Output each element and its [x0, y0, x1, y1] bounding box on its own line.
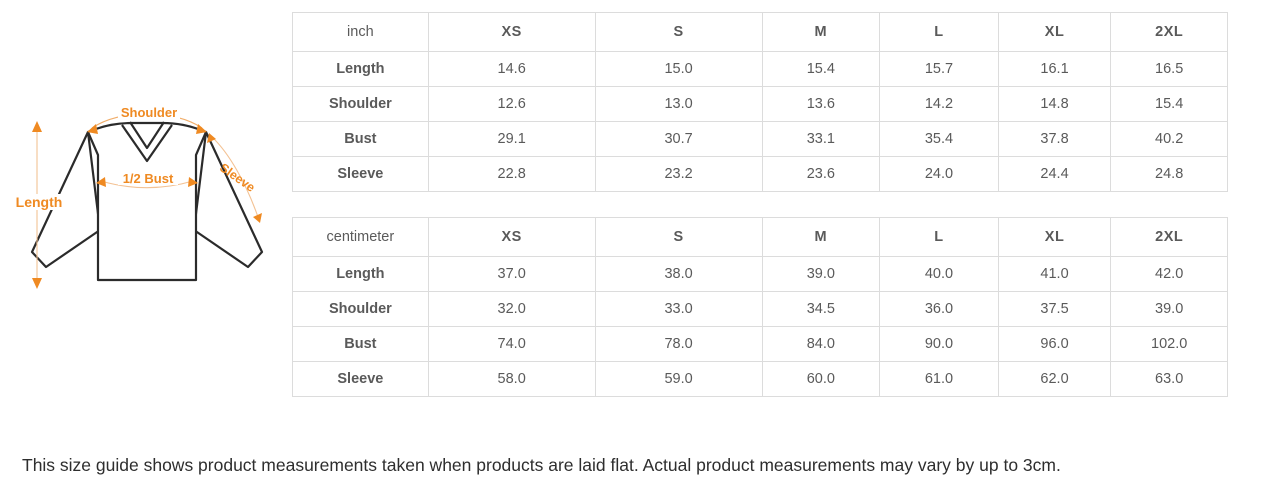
table-header-row: centimeter XS S M L XL 2XL [292, 217, 1228, 257]
table-header-row: inch XS S M L XL 2XL [292, 12, 1228, 52]
size-tables: inch XS S M L XL 2XL Length 14.6 15.0 15… [292, 12, 1228, 397]
cell-bust-xl: 37.8 [997, 121, 1112, 157]
cell-shoulder-xl: 14.8 [997, 86, 1112, 122]
row-label-length: Length [292, 51, 429, 87]
cell-shoulder-xs: 12.6 [427, 86, 596, 122]
cell-bust-s: 78.0 [594, 326, 763, 362]
shoulder-annotation: Shoulder [87, 105, 207, 134]
table-row: Sleeve 58.0 59.0 60.0 61.0 62.0 63.0 [292, 361, 1228, 397]
cell-shoulder-xl: 37.5 [997, 291, 1112, 327]
row-label-sleeve: Sleeve [292, 156, 429, 192]
cell-sleeve-s: 59.0 [594, 361, 763, 397]
row-label-shoulder: Shoulder [292, 291, 429, 327]
table-row: Sleeve 22.8 23.2 23.6 24.0 24.4 24.8 [292, 156, 1228, 192]
table-row: Bust 29.1 30.7 33.1 35.4 37.8 40.2 [292, 121, 1228, 157]
cell-bust-xs: 29.1 [427, 121, 596, 157]
half-bust-label: 1/2 Bust [123, 171, 174, 186]
cell-bust-m: 33.1 [761, 121, 881, 157]
table-row: Bust 74.0 78.0 84.0 90.0 96.0 102.0 [292, 326, 1228, 362]
cell-length-2xl: 42.0 [1110, 256, 1228, 292]
garment-measurement-diagram: Shoulder Length 1/2 Bust [10, 95, 290, 310]
size-header-2xl: 2XL [1110, 12, 1228, 52]
cell-sleeve-xs: 58.0 [427, 361, 596, 397]
v-neck-collar [121, 121, 173, 163]
cell-bust-l: 90.0 [879, 326, 999, 362]
cell-shoulder-l: 14.2 [879, 86, 999, 122]
length-annotation: Length [12, 121, 66, 289]
size-guide-disclaimer: This size guide shows product measuremen… [22, 455, 1061, 475]
size-header-xl: XL [997, 217, 1112, 257]
cell-length-s: 38.0 [594, 256, 763, 292]
cell-shoulder-m: 34.5 [761, 291, 881, 327]
cell-length-l: 15.7 [879, 51, 999, 87]
table-row: Length 14.6 15.0 15.4 15.7 16.1 16.5 [292, 51, 1228, 87]
cell-length-xl: 16.1 [997, 51, 1112, 87]
cell-sleeve-2xl: 24.8 [1110, 156, 1228, 192]
cell-shoulder-s: 33.0 [594, 291, 763, 327]
cell-length-m: 39.0 [761, 256, 881, 292]
cell-bust-xs: 74.0 [427, 326, 596, 362]
inch-size-table: inch XS S M L XL 2XL Length 14.6 15.0 15… [292, 12, 1228, 192]
cell-sleeve-xl: 24.4 [997, 156, 1112, 192]
cell-sleeve-m: 23.6 [761, 156, 881, 192]
cell-length-s: 15.0 [594, 51, 763, 87]
table-row: Shoulder 12.6 13.0 13.6 14.2 14.8 15.4 [292, 86, 1228, 122]
row-label-sleeve: Sleeve [292, 361, 429, 397]
shirt-outline [30, 121, 264, 282]
half-bust-annotation: 1/2 Bust [96, 171, 198, 189]
size-header-xs: XS [427, 12, 596, 52]
cell-bust-m: 84.0 [761, 326, 881, 362]
cell-sleeve-xs: 22.8 [427, 156, 596, 192]
size-header-l: L [879, 12, 999, 52]
size-header-2xl: 2XL [1110, 217, 1228, 257]
cell-sleeve-m: 60.0 [761, 361, 881, 397]
cell-bust-2xl: 40.2 [1110, 121, 1228, 157]
size-header-l: L [879, 217, 999, 257]
cell-shoulder-s: 13.0 [594, 86, 763, 122]
row-label-bust: Bust [292, 121, 429, 157]
size-header-m: M [761, 12, 881, 52]
table-spacer [292, 192, 1228, 217]
cell-sleeve-s: 23.2 [594, 156, 763, 192]
table-row: Shoulder 32.0 33.0 34.5 36.0 37.5 39.0 [292, 291, 1228, 327]
size-header-xs: XS [427, 217, 596, 257]
row-label-shoulder: Shoulder [292, 86, 429, 122]
cell-length-l: 40.0 [879, 256, 999, 292]
cell-shoulder-l: 36.0 [879, 291, 999, 327]
size-header-xl: XL [997, 12, 1112, 52]
cell-bust-2xl: 102.0 [1110, 326, 1228, 362]
cell-length-xs: 14.6 [427, 51, 596, 87]
cell-length-2xl: 16.5 [1110, 51, 1228, 87]
row-label-bust: Bust [292, 326, 429, 362]
cell-sleeve-l: 61.0 [879, 361, 999, 397]
cell-sleeve-2xl: 63.0 [1110, 361, 1228, 397]
row-label-length: Length [292, 256, 429, 292]
cell-shoulder-2xl: 15.4 [1110, 86, 1228, 122]
shoulder-label: Shoulder [121, 105, 177, 120]
cell-length-m: 15.4 [761, 51, 881, 87]
cell-bust-l: 35.4 [879, 121, 999, 157]
unit-header: centimeter [292, 217, 429, 257]
centimeter-size-table: centimeter XS S M L XL 2XL Length 37.0 3… [292, 217, 1228, 397]
cell-sleeve-l: 24.0 [879, 156, 999, 192]
cell-length-xl: 41.0 [997, 256, 1112, 292]
cell-length-xs: 37.0 [427, 256, 596, 292]
size-header-s: S [594, 217, 763, 257]
size-header-m: M [761, 217, 881, 257]
cell-bust-s: 30.7 [594, 121, 763, 157]
cell-shoulder-2xl: 39.0 [1110, 291, 1228, 327]
cell-shoulder-m: 13.6 [761, 86, 881, 122]
length-label: Length [16, 194, 63, 210]
cell-shoulder-xs: 32.0 [427, 291, 596, 327]
cell-bust-xl: 96.0 [997, 326, 1112, 362]
table-row: Length 37.0 38.0 39.0 40.0 41.0 42.0 [292, 256, 1228, 292]
cell-sleeve-xl: 62.0 [997, 361, 1112, 397]
unit-header: inch [292, 12, 429, 52]
size-header-s: S [594, 12, 763, 52]
